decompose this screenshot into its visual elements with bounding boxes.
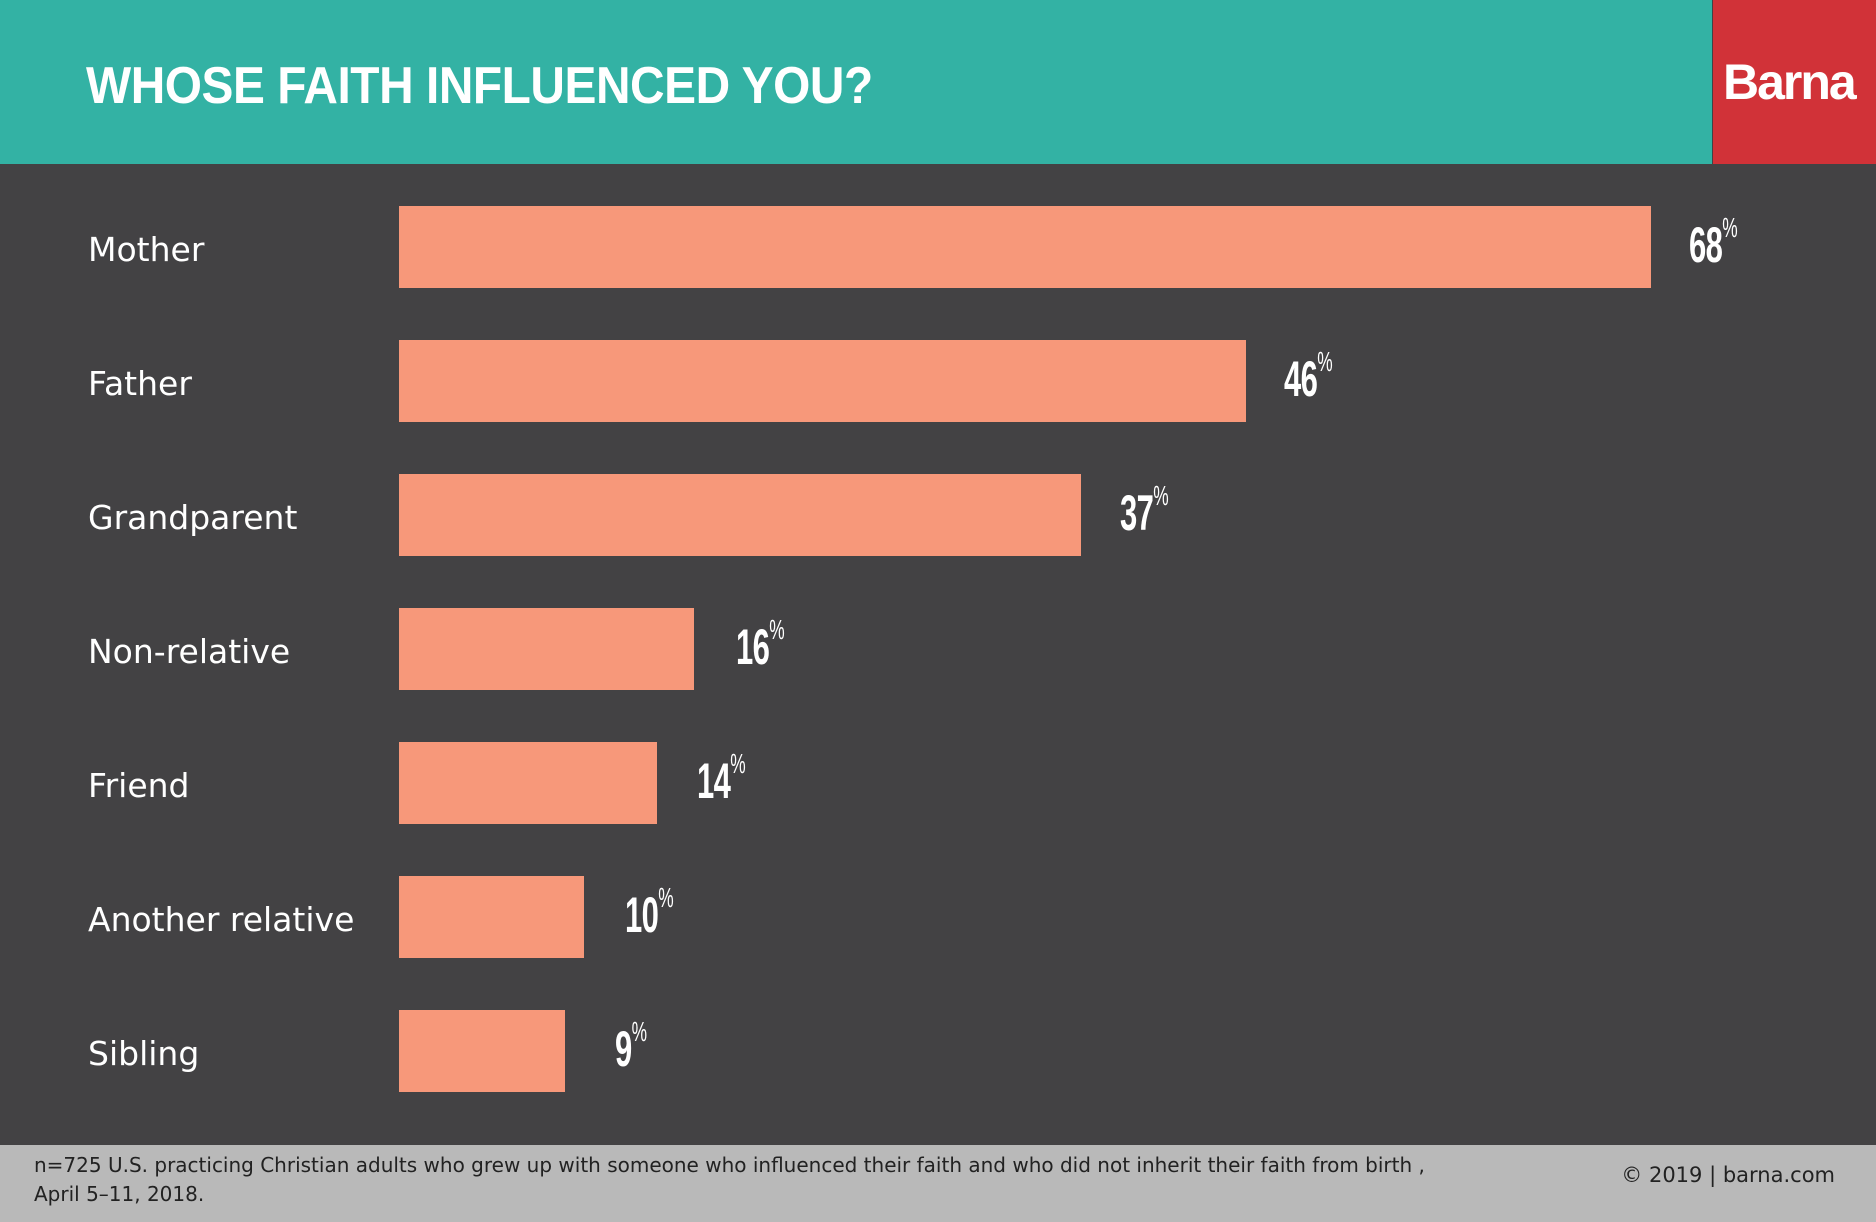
- value-label: 10%: [625, 882, 674, 943]
- category-label: Friend: [88, 766, 190, 805]
- category-label: Father: [88, 364, 192, 403]
- bar: [399, 742, 657, 824]
- barna-logo: Barna: [1723, 54, 1857, 110]
- category-label: Another relative: [88, 900, 355, 939]
- bar-row: Another relative 10%: [0, 876, 1876, 958]
- chart-title: WHOSE FAITH INFLUENCED YOU?: [86, 57, 873, 115]
- bar-row: Non-relative 16%: [0, 608, 1876, 690]
- bar-row: Friend 14%: [0, 742, 1876, 824]
- bar-row: Father 46%: [0, 340, 1876, 422]
- value-label: 9%: [615, 1016, 647, 1077]
- value-label: 37%: [1120, 480, 1169, 541]
- bar: [399, 474, 1081, 556]
- barna-logo-box: Barna: [1713, 0, 1876, 164]
- category-label: Grandparent: [88, 498, 298, 537]
- bar: [399, 340, 1246, 422]
- header: WHOSE FAITH INFLUENCED YOU?: [0, 0, 1712, 164]
- category-label: Sibling: [88, 1034, 200, 1073]
- bar-chart: Mother 68% Father 46% Grandparent 37% No…: [0, 164, 1876, 1145]
- footer: n=725 U.S. practicing Christian adults w…: [0, 1145, 1876, 1222]
- bar: [399, 608, 694, 690]
- sample-note: n=725 U.S. practicing Christian adults w…: [34, 1151, 1425, 1209]
- bar-row: Mother 68%: [0, 206, 1876, 288]
- sample-note-line2: April 5–11, 2018.: [34, 1182, 205, 1206]
- bar: [399, 876, 584, 958]
- value-label: 14%: [697, 748, 746, 809]
- sample-note-line1: n=725 U.S. practicing Christian adults w…: [34, 1153, 1425, 1177]
- category-label: Mother: [88, 230, 205, 269]
- category-label: Non-relative: [88, 632, 291, 671]
- bar-row: Grandparent 37%: [0, 474, 1876, 556]
- bar: [399, 1010, 565, 1092]
- value-label: 16%: [736, 614, 785, 675]
- bar: [399, 206, 1651, 288]
- copyright: © 2019 | barna.com: [1621, 1163, 1835, 1187]
- bar-row: Sibling 9%: [0, 1010, 1876, 1092]
- value-label: 68%: [1689, 212, 1738, 273]
- value-label: 46%: [1284, 346, 1333, 407]
